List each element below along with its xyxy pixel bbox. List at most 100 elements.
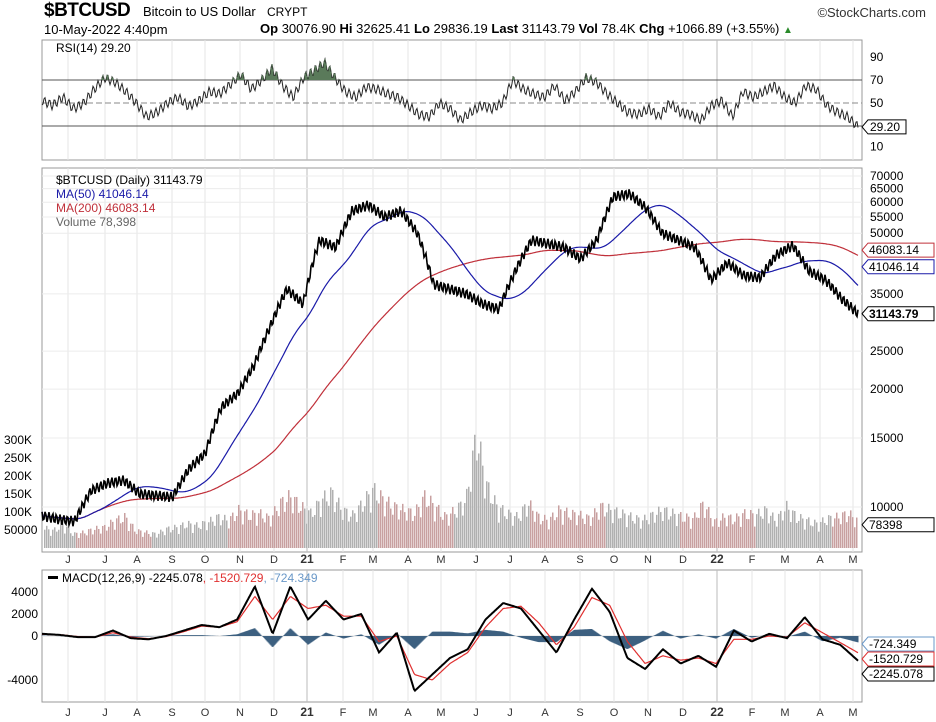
volume-bar bbox=[754, 526, 756, 548]
rsi-line bbox=[41, 56, 859, 129]
volume-bar bbox=[802, 518, 804, 548]
volume-bar bbox=[432, 503, 434, 548]
volume-bar bbox=[532, 510, 534, 548]
volume-bar bbox=[636, 515, 638, 548]
volume-bar bbox=[182, 522, 184, 548]
volume-bar bbox=[552, 512, 554, 548]
volume-bar bbox=[764, 506, 766, 548]
volume-bar bbox=[840, 524, 842, 548]
x-tick-label: N bbox=[644, 554, 652, 566]
volume-bar bbox=[808, 517, 810, 548]
volume-bar bbox=[420, 517, 422, 548]
x-tick-label: A bbox=[816, 707, 824, 719]
volume-bar bbox=[824, 522, 826, 548]
volume-bar bbox=[678, 513, 680, 548]
volume-bar bbox=[424, 490, 426, 548]
volume-bar bbox=[736, 513, 738, 548]
volume-bar bbox=[248, 519, 250, 548]
volume-bar bbox=[394, 502, 396, 548]
volume-bar bbox=[674, 513, 676, 548]
volume-bar bbox=[404, 512, 406, 548]
volume-bar bbox=[356, 521, 358, 548]
volume-bar bbox=[218, 514, 220, 548]
x-tick-label: A bbox=[133, 707, 141, 719]
volume-bar bbox=[704, 517, 706, 548]
volume-bar bbox=[520, 520, 522, 548]
volume-bar bbox=[508, 509, 510, 548]
macd-title: MACD(12,26,9) -2245.078, -1520.729, -724… bbox=[62, 571, 318, 585]
volume-bar bbox=[136, 534, 138, 548]
volume-bar bbox=[252, 510, 254, 548]
volume-bar bbox=[438, 504, 440, 548]
volume-bar bbox=[90, 528, 92, 548]
volume-bar bbox=[488, 482, 490, 548]
volume-bar bbox=[524, 504, 526, 548]
volume-bar bbox=[490, 503, 492, 548]
volume-bar bbox=[74, 532, 76, 548]
volume-bar bbox=[56, 531, 58, 548]
x-tick-label: O bbox=[201, 707, 210, 719]
volume-tick-label: 250K bbox=[4, 451, 32, 465]
volume-bar bbox=[522, 506, 524, 548]
volume-bar bbox=[368, 494, 370, 548]
x-tick-label: O bbox=[610, 554, 619, 566]
volume-bar bbox=[298, 512, 300, 548]
volume-bar bbox=[120, 523, 122, 548]
volume-bar bbox=[268, 515, 270, 548]
volume-bar bbox=[778, 513, 780, 548]
volume-bar bbox=[656, 514, 658, 548]
volume-bar bbox=[844, 511, 846, 548]
x-tick-label: F bbox=[749, 554, 756, 566]
volume-bar bbox=[768, 523, 770, 548]
price-tick-label: 60000 bbox=[870, 195, 904, 209]
volume-bar bbox=[604, 516, 606, 548]
last: 31143.79 bbox=[521, 21, 576, 36]
symbol: $BTCUSD bbox=[44, 0, 131, 21]
volume-bar bbox=[632, 520, 634, 548]
volume-bar bbox=[776, 526, 778, 548]
volume-bar bbox=[606, 512, 608, 548]
volume-bar bbox=[686, 513, 688, 548]
volume-bar bbox=[212, 521, 214, 548]
value-label-ma200: 46083.14 bbox=[869, 243, 919, 257]
x-tick-label: M bbox=[436, 707, 445, 719]
volume-bar bbox=[634, 523, 636, 548]
volume-bar bbox=[732, 524, 734, 548]
volume-bar bbox=[416, 504, 418, 548]
volume-bar bbox=[842, 512, 844, 548]
volume-bar bbox=[390, 508, 392, 548]
volume-bar bbox=[184, 528, 186, 548]
volume-bar bbox=[126, 517, 128, 548]
volume-bar bbox=[302, 502, 304, 548]
volume-bar bbox=[762, 518, 764, 548]
volume-bar bbox=[854, 527, 856, 548]
lo-label: Lo bbox=[414, 21, 430, 36]
volume-bar bbox=[594, 508, 596, 548]
volume-bar bbox=[600, 503, 602, 548]
volume-bar bbox=[70, 533, 72, 548]
x-tick-label: S bbox=[168, 554, 175, 566]
volume-bar bbox=[210, 516, 212, 548]
volume-bar bbox=[256, 525, 258, 548]
volume-bar bbox=[694, 512, 696, 548]
volume-bar bbox=[696, 517, 698, 548]
volume-bar bbox=[406, 520, 408, 548]
volume-bar bbox=[328, 505, 330, 548]
volume-bar bbox=[810, 525, 812, 548]
volume-bar bbox=[830, 515, 832, 548]
volume-bar bbox=[176, 527, 178, 548]
volume-bar bbox=[296, 496, 298, 548]
volume-bar bbox=[396, 504, 398, 548]
volume-bar bbox=[282, 496, 284, 548]
volume-bar bbox=[192, 532, 194, 548]
volume-bar bbox=[640, 528, 642, 548]
volume-bar bbox=[414, 515, 416, 548]
volume-bar bbox=[44, 529, 46, 548]
volume-bar bbox=[400, 510, 402, 548]
macd-legend-value: , -1520.729 bbox=[203, 571, 264, 585]
x-tick-label: J bbox=[65, 554, 71, 566]
price-tick-label: 50000 bbox=[870, 226, 904, 240]
volume-bar bbox=[52, 529, 54, 548]
volume-bar bbox=[138, 529, 140, 548]
